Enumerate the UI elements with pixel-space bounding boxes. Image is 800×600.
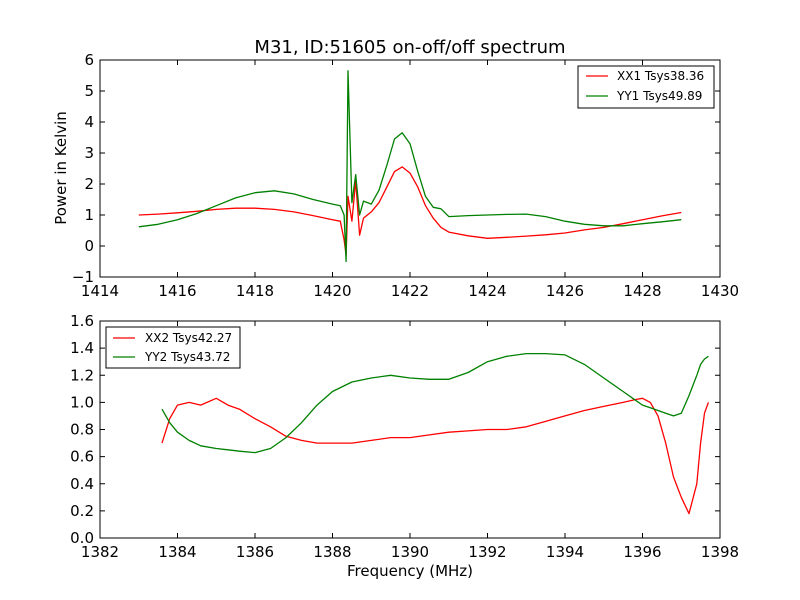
top-x-tick-label: 1416: [158, 282, 196, 300]
top-x-tick-label: 1414: [81, 282, 119, 300]
bottom-x-tick-label: 1382: [81, 543, 119, 561]
top-y-tick-label: 0: [84, 237, 94, 255]
bottom-x-tick-label: 1390: [391, 543, 429, 561]
bottom-y-tick-label: 0.6: [70, 448, 94, 466]
bottom-x-tick-label: 1392: [468, 543, 506, 561]
legend-label-yy1: YY1 Tsys49.89: [616, 89, 702, 103]
top-x-tick-label: 1418: [236, 282, 274, 300]
bottom-y-tick-label: 1.6: [70, 312, 94, 330]
bottom-y-tick-label: 0.2: [70, 502, 94, 520]
bottom-x-tick-label: 1398: [701, 543, 739, 561]
bottom-panel: 1382 1384 1386 1388 1390 1392 1394 1396 1398 0.0 0…: [70, 312, 739, 580]
bottom-y-tick-label: 1.2: [70, 366, 94, 384]
top-y-tick-label: 2: [84, 175, 94, 193]
top-x-tick-label: 1430: [701, 282, 739, 300]
top-legend-box: [577, 65, 715, 109]
bottom-x-tick-label: 1384: [158, 543, 196, 561]
bottom-y-tick-label: 0.0: [70, 529, 94, 547]
top-legend: XX1 Tsys38.36 YY1 Tsys49.89: [577, 65, 715, 109]
bottom-series-line-0: [161, 397, 710, 515]
bottom-legend-box: [105, 326, 241, 369]
top-series-line-0: [138, 166, 682, 256]
legend-label-xx2: XX2 Tsys42.27: [145, 331, 232, 345]
bottom-x-tick-label: 1386: [236, 543, 274, 561]
bottom-x-tick-label: 1388: [313, 543, 351, 561]
top-panel: 1414 1416 1418 1420 1422 1424 1426 1428 1430−101…: [52, 51, 739, 300]
top-series-line-1: [138, 70, 682, 263]
top-x-tick-label: 1424: [468, 282, 506, 300]
bottom-x-tick-label: 1396: [623, 543, 661, 561]
legend-label-xx1: XX1 Tsys38.36: [617, 69, 704, 83]
bottom-series-line-1: [161, 352, 709, 454]
bottom-y-tick-label: 0.8: [70, 421, 94, 439]
top-y-tick-label: 3: [84, 144, 94, 162]
top-y-tick-label: 6: [84, 51, 94, 69]
top-y-tick-label: 1: [84, 206, 94, 224]
top-x-tick-label: 1428: [623, 282, 661, 300]
top-y-tick-label: −1: [72, 268, 94, 286]
bottom-legend: XX2 Tsys42.27 YY2 Tsys43.72: [105, 326, 241, 369]
legend-label-yy2: YY2 Tsys43.72: [144, 350, 230, 364]
top-x-tick-label: 1426: [546, 282, 584, 300]
bottom-y-tick-label: 1.4: [70, 339, 94, 357]
bottom-x-tick-label: 1394: [546, 543, 584, 561]
top-x-tick-label: 1420: [313, 282, 351, 300]
x-axis-label: Frequency (MHz): [347, 562, 473, 580]
top-y-axis-label: Power in Kelvin: [52, 111, 70, 225]
bottom-y-tick-label: 1.0: [70, 393, 94, 411]
top-y-tick-label: 5: [84, 82, 94, 100]
bottom-y-tick-label: 0.4: [70, 475, 94, 493]
top-x-tick-label: 1422: [391, 282, 429, 300]
top-y-tick-label: 4: [84, 113, 94, 131]
chart-title: M31, ID:51605 on-off/off spectrum: [254, 37, 565, 58]
